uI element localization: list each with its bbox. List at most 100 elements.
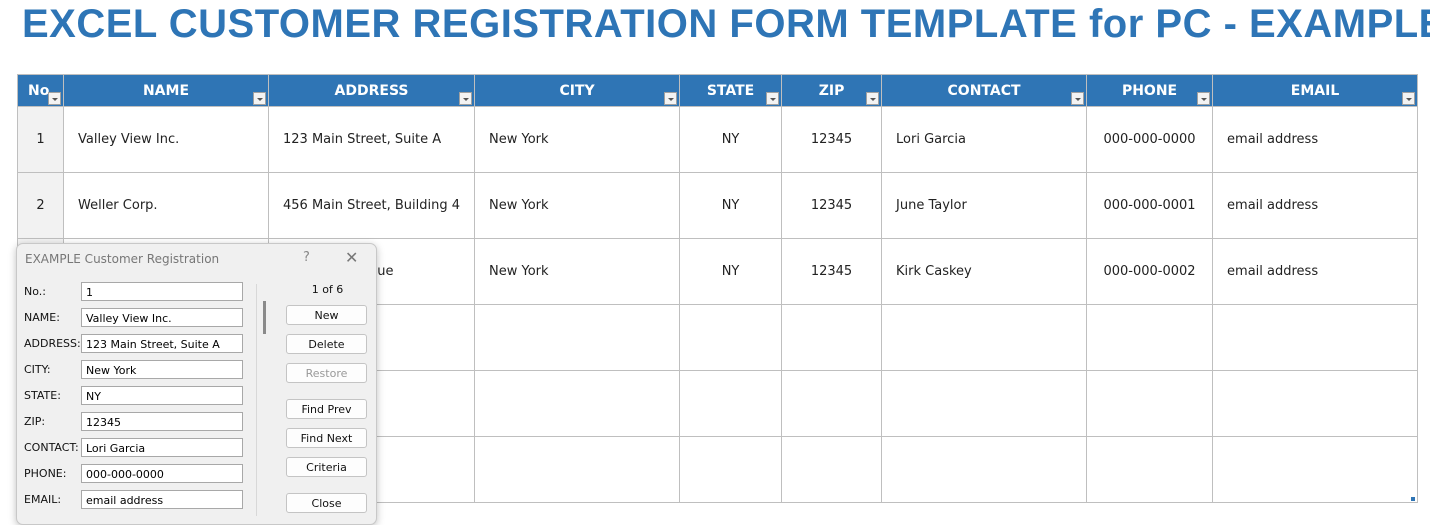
dialog-title: EXAMPLE Customer Registration <box>25 252 220 266</box>
field-input[interactable]: Lori Garcia <box>81 438 243 457</box>
column-header: CONTACT <box>881 74 1088 107</box>
table-row: 2 Weller Corp. 456 Main Street, Building 4… <box>17 172 1419 239</box>
field-label: NAME: <box>24 311 60 324</box>
restore-button[interactable]: Restore <box>286 363 367 383</box>
table-cell[interactable]: 12345 <box>781 106 883 173</box>
table-cell[interactable]: 456 Main Street, Building 4 <box>267 172 476 239</box>
delete-button[interactable]: Delete <box>286 334 367 354</box>
column-header: ZIP <box>781 74 883 107</box>
column-header: STATE <box>679 74 783 107</box>
table-cell[interactable] <box>1086 436 1214 503</box>
close-button[interactable]: Close <box>286 493 367 513</box>
field-label: CONTACT: <box>24 441 79 454</box>
table-cell[interactable]: 123 Main Street, Suite A <box>267 106 476 173</box>
field-label: STATE: <box>24 389 61 402</box>
table-cell[interactable]: June Taylor <box>881 172 1088 239</box>
table-cell[interactable]: 12345 <box>781 172 883 239</box>
table-cell[interactable]: Valley View Inc. <box>63 106 269 173</box>
column-header: ADDRESS <box>267 74 476 107</box>
table-cell[interactable]: 12345 <box>781 238 883 305</box>
table-cell[interactable]: Weller Corp. <box>63 172 269 239</box>
header-label: STATE <box>706 82 755 99</box>
column-header: CITY <box>474 74 681 107</box>
filter-dropdown-icon[interactable] <box>866 92 880 105</box>
find-prev-button[interactable]: Find Prev <box>286 399 367 419</box>
column-header: No. <box>17 74 64 107</box>
filter-dropdown-icon[interactable] <box>1197 92 1211 105</box>
table-cell[interactable]: Lori Garcia <box>881 106 1088 173</box>
table-cell[interactable] <box>781 304 883 371</box>
table-cell[interactable]: email address <box>1212 238 1419 305</box>
filter-dropdown-icon[interactable] <box>1071 92 1085 105</box>
table-cell[interactable]: 000-000-0000 <box>1086 106 1214 173</box>
filter-dropdown-icon[interactable] <box>48 92 61 105</box>
close-icon[interactable]: ✕ <box>345 248 359 267</box>
header-label: ZIP <box>818 82 845 99</box>
table-cell[interactable] <box>679 304 783 371</box>
column-header: NAME <box>63 74 269 107</box>
table-cell[interactable] <box>474 304 681 371</box>
filter-dropdown-icon[interactable] <box>664 92 678 105</box>
table-cell[interactable] <box>881 436 1088 503</box>
table-cell[interactable] <box>1086 370 1214 437</box>
table-cell[interactable]: 000-000-0001 <box>1086 172 1214 239</box>
table-resize-handle[interactable] <box>1411 497 1415 501</box>
table-cell[interactable]: New York <box>474 106 681 173</box>
field-input[interactable]: New York <box>81 360 243 379</box>
help-button[interactable]: ? <box>303 250 310 265</box>
table-cell[interactable] <box>1086 304 1214 371</box>
table-cell[interactable]: 2 <box>17 172 64 239</box>
table-cell[interactable] <box>781 370 883 437</box>
table-cell[interactable] <box>781 436 883 503</box>
filter-dropdown-icon[interactable] <box>459 92 473 105</box>
find-next-button[interactable]: Find Next <box>286 428 367 448</box>
table-row: 1 Valley View Inc. 123 Main Street, Suite … <box>17 106 1419 173</box>
field-input[interactable]: 1 <box>81 282 243 301</box>
field-input[interactable]: Valley View Inc. <box>81 308 243 327</box>
table-cell[interactable]: email address <box>1212 106 1419 173</box>
filter-dropdown-icon[interactable] <box>1402 92 1416 105</box>
page-title: EXCEL CUSTOMER REGISTRATION FORM TEMPLAT… <box>22 2 1430 46</box>
table-cell[interactable]: 1 <box>17 106 64 173</box>
table-cell[interactable] <box>881 304 1088 371</box>
header-label: NAME <box>142 82 190 99</box>
field-input[interactable]: 123 Main Street, Suite A <box>81 334 243 353</box>
table-cell[interactable]: NY <box>679 106 783 173</box>
field-input[interactable]: 000-000-0000 <box>81 464 243 483</box>
new-button[interactable]: New <box>286 305 367 325</box>
header-label: PHONE <box>1121 82 1178 99</box>
data-form-dialog: EXAMPLE Customer Registration ? ✕ No.: 1 N… <box>16 243 377 525</box>
table-cell[interactable] <box>1212 436 1419 503</box>
field-input[interactable]: email address <box>81 490 243 509</box>
record-counter: 1 of 6 <box>311 283 344 296</box>
table-cell[interactable] <box>679 370 783 437</box>
field-label: PHONE: <box>24 467 67 480</box>
table-cell[interactable] <box>881 370 1088 437</box>
table-cell[interactable]: NY <box>679 172 783 239</box>
table-cell[interactable]: New York <box>474 172 681 239</box>
field-label: EMAIL: <box>24 493 62 506</box>
table-cell[interactable]: 000-000-0002 <box>1086 238 1214 305</box>
filter-dropdown-icon[interactable] <box>253 92 266 105</box>
table-cell[interactable]: NY <box>679 238 783 305</box>
record-scrollbar[interactable] <box>263 301 266 334</box>
filter-dropdown-icon[interactable] <box>766 92 780 105</box>
header-label: ADDRESS <box>334 82 409 99</box>
column-header: EMAIL <box>1212 74 1419 107</box>
field-input[interactable]: NY <box>81 386 243 405</box>
table-cell[interactable]: email address <box>1212 172 1419 239</box>
criteria-button[interactable]: Criteria <box>286 457 367 477</box>
header-label: EMAIL <box>1290 82 1340 99</box>
table-cell[interactable]: New York <box>474 238 681 305</box>
table-cell[interactable] <box>474 370 681 437</box>
table-cell[interactable] <box>474 436 681 503</box>
header-label: CONTACT <box>947 82 1021 99</box>
field-input[interactable]: 12345 <box>81 412 243 431</box>
table-cell[interactable] <box>1212 370 1419 437</box>
table-cell[interactable] <box>679 436 783 503</box>
table-cell[interactable]: Kirk Caskey <box>881 238 1088 305</box>
table-cell[interactable] <box>1212 304 1419 371</box>
header-label: CITY <box>559 82 595 99</box>
header-label: No. <box>28 82 55 99</box>
divider <box>256 284 257 516</box>
